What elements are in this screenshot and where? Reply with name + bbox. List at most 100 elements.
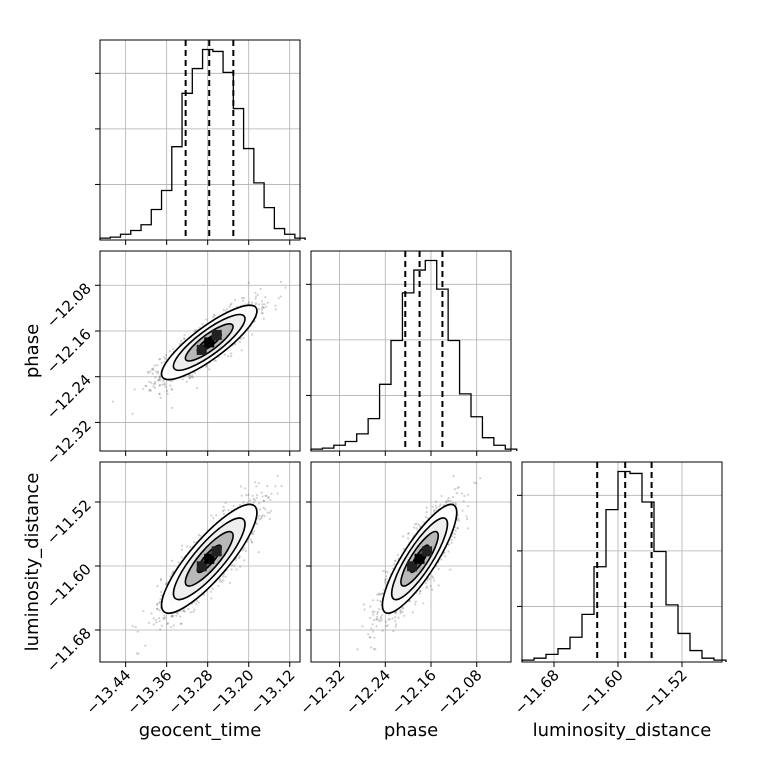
panel-frame bbox=[310, 461, 512, 663]
scatter-point bbox=[171, 615, 174, 618]
scatter-point bbox=[196, 387, 199, 390]
scatter-point bbox=[260, 311, 263, 314]
scatter-point bbox=[426, 579, 429, 582]
scatter-point bbox=[195, 603, 198, 606]
panel-frame bbox=[99, 461, 301, 663]
scatter-point bbox=[190, 375, 193, 379]
scatter-point bbox=[155, 603, 159, 607]
scatter-point bbox=[257, 551, 260, 554]
scatter-point bbox=[243, 559, 246, 562]
scatter-point bbox=[447, 550, 450, 553]
scatter-point bbox=[170, 388, 173, 391]
scatter-point bbox=[453, 488, 457, 491]
gridlines bbox=[100, 251, 300, 451]
scatter-point bbox=[263, 499, 266, 502]
scatter-point bbox=[377, 618, 380, 621]
scatter-point bbox=[247, 281, 250, 284]
scatter-point bbox=[255, 302, 258, 305]
scatter-point bbox=[180, 622, 183, 625]
x-tick-label: −12.16 bbox=[388, 666, 440, 718]
scatter-point bbox=[136, 630, 139, 633]
scatter-point bbox=[371, 599, 375, 602]
scatter-point bbox=[375, 625, 378, 628]
scatter-point bbox=[450, 538, 453, 542]
scatter-point bbox=[183, 334, 186, 337]
scatter-point bbox=[261, 308, 264, 311]
scatter-point bbox=[401, 606, 404, 610]
scatter-point bbox=[262, 506, 265, 509]
scatter-point bbox=[267, 496, 270, 499]
scatter-point bbox=[191, 374, 194, 377]
scatter-point bbox=[371, 623, 374, 626]
scatter-point bbox=[254, 303, 257, 307]
scatter-point bbox=[362, 603, 365, 606]
scatter-point bbox=[379, 616, 383, 619]
scatter-point bbox=[264, 494, 267, 497]
scatter-point bbox=[234, 343, 237, 346]
scatter-point bbox=[425, 586, 428, 589]
scatter-point bbox=[424, 582, 427, 585]
x-axis-label-phase: phase bbox=[384, 720, 438, 741]
scatter-point bbox=[135, 652, 139, 655]
scatter-point bbox=[444, 555, 447, 558]
scatter-point bbox=[473, 481, 476, 484]
scatter-point bbox=[258, 514, 261, 518]
scatter-point bbox=[261, 306, 264, 309]
scatter-point bbox=[167, 622, 170, 625]
scatter-point bbox=[374, 648, 377, 651]
scatter-point bbox=[170, 626, 173, 629]
scatter-point bbox=[221, 510, 225, 513]
scatter-point bbox=[425, 510, 428, 514]
scatter-point bbox=[402, 607, 405, 610]
scatter-point bbox=[169, 380, 173, 383]
scatter-point bbox=[426, 517, 429, 520]
scatter-point bbox=[137, 652, 140, 655]
scatter-point bbox=[437, 584, 440, 587]
scatter-point bbox=[186, 545, 189, 548]
scatter-point bbox=[382, 569, 385, 572]
scatter-point bbox=[284, 286, 287, 289]
scatter-point bbox=[385, 575, 388, 578]
scatter-point bbox=[164, 583, 167, 586]
scatter-point bbox=[166, 392, 169, 395]
scatter-point bbox=[242, 299, 245, 302]
scatter-point bbox=[224, 501, 227, 504]
scatter-point bbox=[252, 497, 255, 501]
density-peak bbox=[196, 561, 207, 572]
scatter-point bbox=[270, 492, 273, 495]
scatter-point bbox=[457, 517, 460, 520]
scatter-point bbox=[361, 625, 364, 628]
scatter-point bbox=[228, 305, 231, 308]
scatter-point bbox=[159, 378, 162, 381]
scatter-point bbox=[151, 367, 155, 370]
scatter-point bbox=[379, 593, 382, 596]
scatter-point bbox=[466, 527, 469, 530]
scatter-point bbox=[163, 383, 166, 386]
scatter-point bbox=[434, 504, 437, 507]
scatter-point bbox=[156, 364, 159, 367]
scatter-point bbox=[384, 570, 387, 573]
scatter-point bbox=[233, 564, 236, 567]
scatter-point bbox=[438, 505, 441, 508]
scatter-point bbox=[379, 600, 382, 603]
scatter-point bbox=[193, 608, 196, 611]
scatter-point bbox=[175, 611, 178, 615]
scatter-point bbox=[260, 515, 263, 518]
scatter-point bbox=[179, 622, 182, 625]
scatter-point bbox=[156, 372, 159, 375]
scatter-point bbox=[277, 297, 280, 300]
scatter-point bbox=[264, 296, 267, 299]
scatter-point bbox=[368, 636, 371, 639]
scatter-point bbox=[163, 356, 166, 359]
scatter-point bbox=[154, 380, 157, 384]
scatter-point bbox=[259, 518, 262, 521]
scatter-point bbox=[260, 491, 263, 494]
scatter-point bbox=[415, 527, 418, 530]
scatter-point bbox=[431, 505, 434, 508]
scatter-point bbox=[417, 523, 420, 527]
scatter-point bbox=[222, 308, 225, 312]
scatter-point bbox=[433, 579, 436, 582]
scatter-point bbox=[172, 614, 175, 618]
histogram-phase bbox=[310, 259, 518, 451]
